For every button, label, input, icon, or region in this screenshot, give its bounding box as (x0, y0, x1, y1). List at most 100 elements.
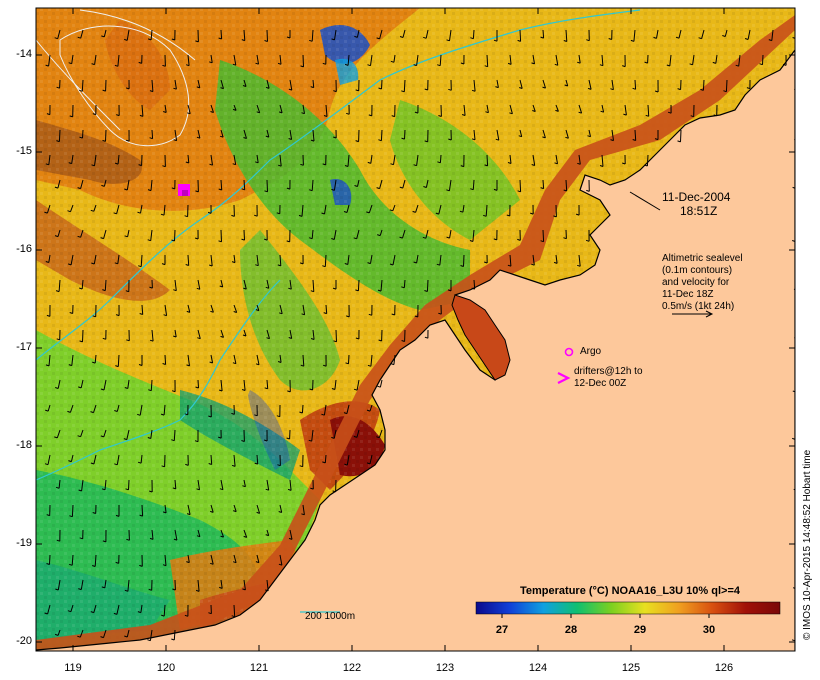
velocity-arrowhead (172, 487, 176, 490)
velocity-arrowhead (689, 63, 693, 66)
velocity-arrowhead (577, 61, 581, 64)
depth-legend: 200 1000m (305, 611, 356, 622)
velocity-arrowhead (277, 361, 282, 363)
velocity-arrow (347, 154, 350, 167)
velocity-arrowhead (460, 265, 464, 267)
velocity-arrowhead (126, 339, 130, 342)
velocity-arrow (301, 404, 304, 414)
velocity-arrow (164, 304, 168, 316)
velocity-arrow (164, 504, 167, 513)
velocity-arrow (403, 79, 406, 92)
velocity-arrowhead (162, 564, 167, 567)
velocity-arrow (633, 29, 636, 42)
velocity-arrowhead (712, 61, 716, 64)
velocity-arrowhead (69, 312, 73, 314)
velocity-arrowhead (448, 138, 452, 141)
velocity-arrowhead (254, 214, 258, 217)
velocity-arrowhead (343, 211, 348, 213)
velocity-arrowhead (196, 136, 201, 139)
velocity-arrow (93, 454, 97, 465)
velocity-arrowhead (163, 314, 167, 317)
velocity-arrow (496, 79, 499, 88)
velocity-arrowhead (137, 611, 142, 614)
velocity-arrow (379, 29, 383, 40)
velocity-arrow (70, 254, 74, 265)
velocity-arrowhead (255, 363, 260, 366)
velocity-arrowhead (484, 261, 488, 264)
velocity-arrowhead (323, 115, 328, 117)
velocity-arrowhead (44, 211, 48, 214)
velocity-arrow (724, 29, 728, 37)
velocity-arrow (289, 129, 293, 140)
velocity-arrow (103, 629, 107, 638)
velocity-arrowhead (241, 389, 246, 391)
velocity-arrow (647, 104, 650, 117)
velocity-arrowhead (266, 337, 270, 340)
velocity-arrowhead (208, 415, 212, 418)
velocity-arrowhead (45, 261, 49, 263)
velocity-arrow (312, 329, 315, 340)
velocity-arrowhead (77, 235, 81, 238)
velocity-arrowhead (196, 488, 200, 491)
velocity-arrowhead (173, 335, 177, 338)
velocity-arrow (669, 54, 672, 67)
velocity-arrow (416, 254, 419, 264)
velocity-arrowhead (218, 37, 222, 40)
velocity-arrow (796, 530, 798, 540)
velocity-arrow (187, 54, 190, 66)
velocity-arrowhead (517, 238, 521, 241)
velocity-arrow (555, 54, 559, 66)
velocity-arrow (174, 129, 178, 141)
velocity-arrow (542, 179, 545, 189)
velocity-arrow (210, 454, 213, 465)
velocity-arrowhead (301, 513, 305, 516)
isobath-contours (36, 9, 641, 613)
velocity-arrowhead (162, 511, 167, 514)
velocity-arrowhead (242, 334, 247, 337)
velocity-arrow (220, 29, 223, 40)
velocity-arrowhead (623, 113, 627, 116)
velocity-arrowhead (377, 385, 381, 388)
velocity-arrow (220, 129, 224, 138)
velocity-arrowhead (124, 235, 128, 238)
velocity-arrow (47, 404, 51, 412)
x-tick-label: 123 (435, 662, 455, 674)
velocity-arrow (542, 29, 545, 39)
velocity-arrowhead (208, 612, 212, 615)
velocity-arrow (634, 79, 637, 90)
velocity-arrow (141, 504, 144, 517)
velocity-arrowhead (344, 63, 349, 66)
velocity-arrowhead (219, 586, 223, 589)
velocity-arrowhead (542, 136, 546, 139)
velocity-arrowhead (56, 86, 60, 89)
velocity-arrowhead (391, 115, 395, 118)
velocity-arrowhead (471, 138, 476, 141)
velocity-arrowhead (231, 615, 235, 618)
velocity-arrow (611, 79, 614, 90)
velocity-arrow (565, 29, 568, 42)
velocity-arrow (174, 529, 178, 541)
velocity-arrowhead (322, 364, 327, 367)
velocity-arrow (472, 179, 475, 190)
velocity-arrow (117, 54, 120, 67)
velocity-arrowhead (265, 286, 269, 289)
velocity-arrowhead (56, 140, 60, 143)
velocity-arrow (578, 154, 581, 165)
velocity-arrowhead (54, 235, 59, 238)
velocity-arrowhead (209, 163, 213, 166)
velocity-arrow (357, 279, 360, 291)
velocity-arrowhead (667, 111, 672, 114)
y-tick-label: -15 (16, 145, 32, 157)
velocity-arrow (174, 329, 177, 338)
velocity-arrow (438, 204, 442, 215)
velocity-arrow (56, 429, 61, 439)
velocity-arrowhead (114, 410, 118, 412)
velocity-arrow (174, 479, 177, 489)
velocity-arrowhead (654, 138, 659, 141)
velocity-arrowhead (147, 239, 151, 242)
velocity-arrowhead (194, 440, 199, 443)
velocity-arrowhead (424, 336, 429, 339)
velocity-arrowhead (690, 115, 694, 118)
peninsula (451, 294, 511, 381)
velocity-arrow (127, 379, 130, 389)
